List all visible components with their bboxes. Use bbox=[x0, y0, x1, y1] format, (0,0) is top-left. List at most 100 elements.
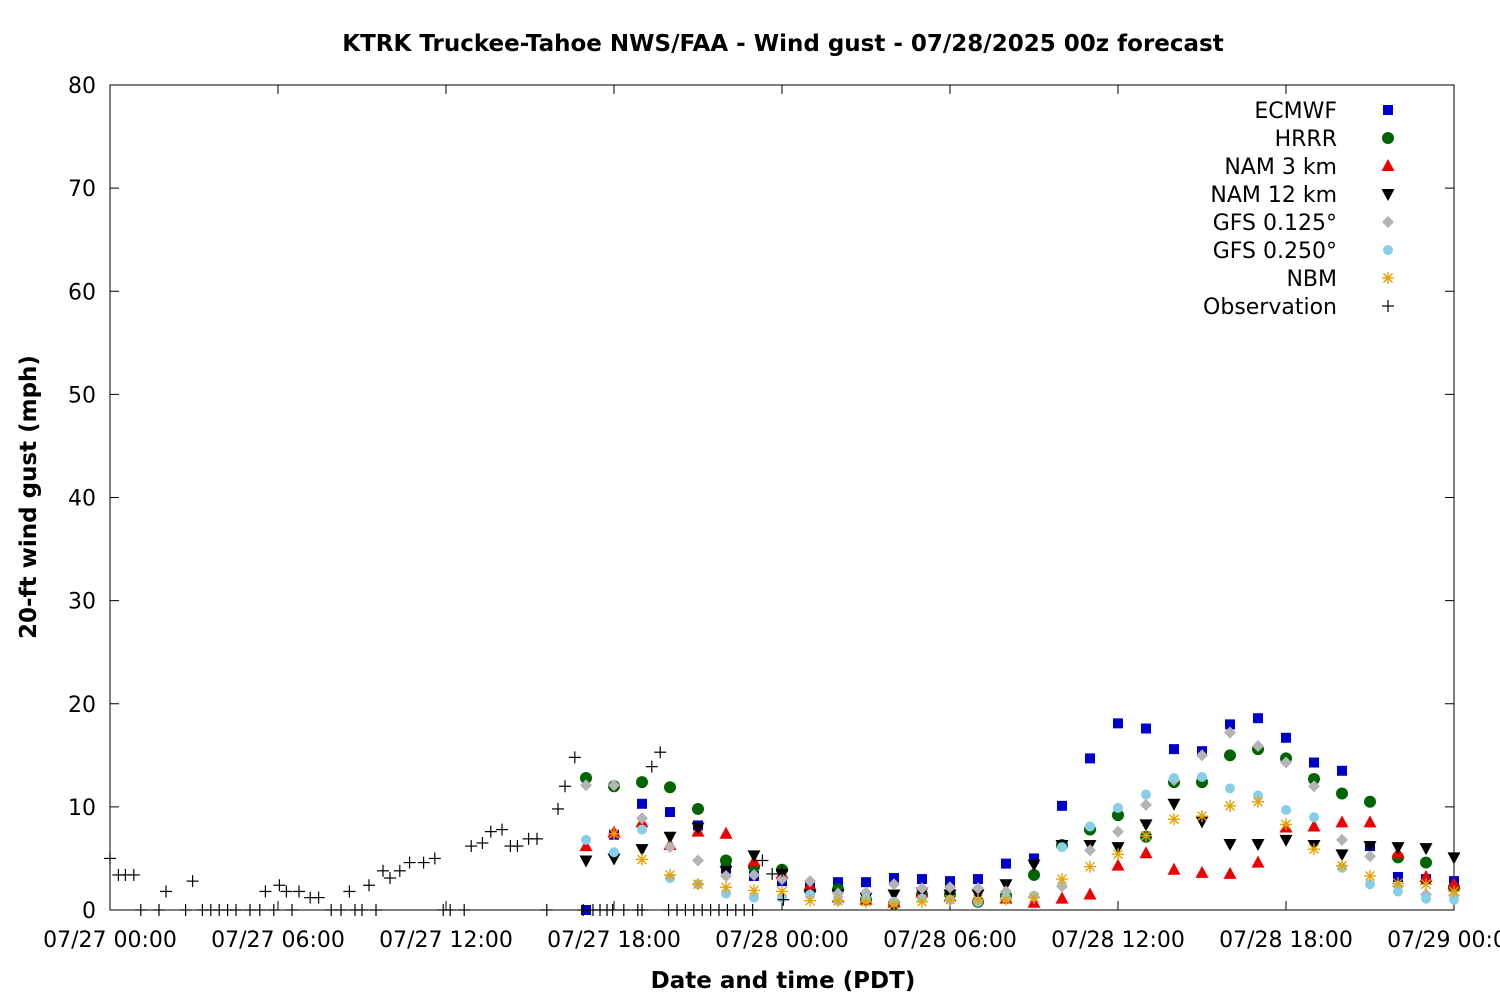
data-point-ecmwf bbox=[1141, 723, 1151, 734]
data-point-nbm bbox=[804, 894, 816, 907]
data-point-observation bbox=[343, 885, 356, 898]
data-point-ecmwf bbox=[1001, 858, 1011, 869]
data-point-gfs-0-125 bbox=[972, 882, 984, 895]
data-point-gfs-0-125 bbox=[1224, 726, 1236, 739]
x-tick-label: 07/28 06:00 bbox=[883, 928, 1017, 953]
data-point-ecmwf bbox=[1029, 853, 1039, 864]
data-point-ecmwf bbox=[833, 877, 843, 888]
data-point-gfs-0-125 bbox=[916, 882, 928, 895]
data-point-observation bbox=[127, 868, 140, 881]
data-point-ecmwf bbox=[973, 874, 983, 885]
data-point-gfs-0-125 bbox=[1140, 798, 1152, 811]
data-point-nam-12-km bbox=[579, 855, 593, 868]
x-axis-label: Date and time (PDT) bbox=[651, 968, 916, 994]
data-point-ecmwf bbox=[1169, 744, 1179, 755]
legend-marker-ecmwf bbox=[1383, 105, 1393, 115]
data-point-observation bbox=[253, 904, 266, 916]
data-point-gfs-0-250 bbox=[1113, 802, 1123, 813]
data-point-gfs-0-250 bbox=[1225, 783, 1235, 794]
data-point-observation bbox=[458, 904, 471, 916]
data-point-gfs-0-250 bbox=[609, 847, 619, 858]
data-point-gfs-0-125 bbox=[580, 779, 592, 792]
data-point-observation bbox=[335, 904, 347, 916]
data-point-hrrr bbox=[1224, 749, 1236, 762]
data-point-observation bbox=[654, 746, 667, 759]
data-point-nam-12-km bbox=[1279, 834, 1293, 847]
data-point-nbm bbox=[720, 881, 732, 894]
data-point-gfs-0-125 bbox=[832, 887, 844, 900]
data-point-observation bbox=[417, 856, 430, 869]
legend-label-nam-3-km: NAM 3 km bbox=[1224, 155, 1337, 180]
data-point-nbm bbox=[1420, 878, 1432, 891]
data-point-gfs-0-125 bbox=[1252, 740, 1264, 753]
data-point-nbm bbox=[1056, 873, 1068, 886]
data-point-gfs-0-250 bbox=[1141, 789, 1151, 800]
x-axis-ticks: 07/27 00:00 07/27 06:00 07/27 12:00 07/27 1… bbox=[43, 85, 1500, 953]
data-point-nam-12-km bbox=[1223, 839, 1237, 851]
data-point-nam-12-km bbox=[1027, 859, 1041, 872]
data-point-nbm bbox=[1196, 810, 1208, 823]
data-point-nam-3-km bbox=[1307, 819, 1321, 832]
data-point-observation bbox=[511, 840, 524, 853]
data-point-nam-12-km bbox=[663, 831, 677, 844]
x-tick-label: 07/27 06:00 bbox=[211, 928, 345, 953]
plot-area bbox=[109, 84, 1455, 911]
legend-label-observation: Observation bbox=[1203, 295, 1337, 320]
data-point-ecmwf bbox=[1225, 719, 1235, 730]
data-point-nbm bbox=[776, 885, 788, 898]
series-layer bbox=[104, 713, 1461, 916]
data-point-ecmwf bbox=[1057, 800, 1067, 811]
series-gfs-0-125 bbox=[580, 726, 1460, 903]
data-point-observation bbox=[134, 904, 147, 916]
data-point-nbm bbox=[1000, 893, 1012, 906]
data-point-observation bbox=[746, 904, 759, 916]
data-point-gfs-0-125 bbox=[1084, 844, 1096, 857]
data-point-nam-3-km bbox=[1111, 858, 1125, 871]
data-point-nam-3-km bbox=[579, 839, 593, 852]
series-observation bbox=[104, 746, 790, 916]
series-nbm bbox=[608, 795, 1460, 910]
data-point-observation bbox=[160, 885, 172, 898]
data-point-observation bbox=[476, 836, 489, 849]
data-point-nbm bbox=[888, 897, 900, 910]
data-point-nbm bbox=[1084, 860, 1096, 873]
data-point-gfs-0-125 bbox=[692, 854, 704, 867]
data-point-ecmwf bbox=[1337, 765, 1347, 776]
data-point-nbm bbox=[748, 884, 760, 897]
data-point-nbm bbox=[664, 868, 676, 881]
legend-label-nbm: NBM bbox=[1286, 267, 1337, 292]
x-tick-label: 07/27 00:00 bbox=[43, 928, 177, 953]
y-tick-label: 10 bbox=[68, 796, 96, 821]
data-point-gfs-0-125 bbox=[776, 873, 788, 886]
data-point-ecmwf bbox=[1309, 757, 1319, 768]
data-point-ecmwf bbox=[1281, 732, 1291, 743]
data-point-nam-12-km bbox=[1447, 852, 1461, 865]
y-tick-label: 0 bbox=[82, 899, 96, 924]
data-point-nbm bbox=[1168, 813, 1180, 826]
data-point-nam-3-km bbox=[1251, 855, 1265, 868]
data-point-gfs-0-250 bbox=[1393, 886, 1403, 897]
data-point-nbm bbox=[832, 894, 844, 907]
data-point-observation bbox=[259, 885, 272, 898]
data-point-ecmwf bbox=[1253, 713, 1263, 724]
data-point-gfs-0-125 bbox=[748, 868, 760, 881]
data-point-observation bbox=[428, 852, 441, 865]
legend-marker-nbm bbox=[1382, 272, 1394, 284]
data-point-ecmwf bbox=[889, 873, 899, 884]
data-point-nam-3-km bbox=[1083, 887, 1097, 900]
y-tick-label: 70 bbox=[68, 177, 96, 202]
data-point-hrrr bbox=[1420, 856, 1432, 869]
data-point-observation bbox=[384, 872, 396, 885]
data-point-gfs-0-250 bbox=[749, 892, 759, 903]
data-point-ecmwf bbox=[917, 874, 927, 885]
data-point-nam-12-km bbox=[747, 850, 761, 863]
data-point-nbm bbox=[1028, 891, 1040, 904]
series-nam-12-km bbox=[579, 798, 1461, 905]
data-point-observation bbox=[606, 904, 619, 916]
data-point-nam-3-km bbox=[1447, 877, 1461, 890]
legend-label-nam-12-km: NAM 12 km bbox=[1210, 183, 1337, 208]
data-point-gfs-0-125 bbox=[1056, 880, 1068, 893]
data-point-gfs-0-250 bbox=[1421, 893, 1431, 904]
legend-label-gfs-0-250: GFS 0.250° bbox=[1213, 239, 1337, 264]
